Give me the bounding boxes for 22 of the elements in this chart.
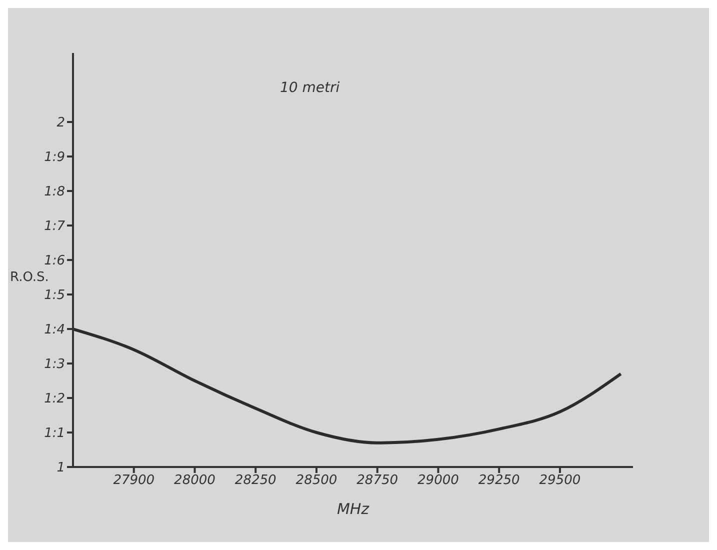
x-tick-label: 29500 <box>539 473 581 488</box>
y-tick-label: 2 <box>56 116 65 131</box>
y-tick-label: 1:2 <box>44 392 65 407</box>
x-tick-label: 28250 <box>234 473 276 488</box>
x-tick-label: 27900 <box>113 473 155 488</box>
y-axis-title: R.O.S. <box>10 270 49 285</box>
x-tick-label: 28000 <box>174 473 216 488</box>
y-tick-label: 1:5 <box>44 288 65 304</box>
text: 10 metri <box>280 80 340 96</box>
x-tick-label: 29000 <box>418 473 459 488</box>
y-tick-label: 1 <box>56 460 65 476</box>
y-tick-label: 1:6 <box>44 254 65 269</box>
x-tick-label: 28500 <box>296 473 338 488</box>
y-tick-label: 1:8 <box>44 184 65 200</box>
y-tick-label: 1:7 <box>44 219 66 234</box>
y-tick-label: 1:4 <box>44 322 65 338</box>
x-tick-label: 28750 <box>356 473 398 488</box>
y-tick-label: 1:9 <box>44 150 65 166</box>
x-axis-title: MHz <box>336 500 370 518</box>
x-tick-label: 29250 <box>478 473 520 488</box>
y-tick-label: 1:3 <box>44 357 65 372</box>
y-tick-label: 1:1 <box>44 426 65 442</box>
